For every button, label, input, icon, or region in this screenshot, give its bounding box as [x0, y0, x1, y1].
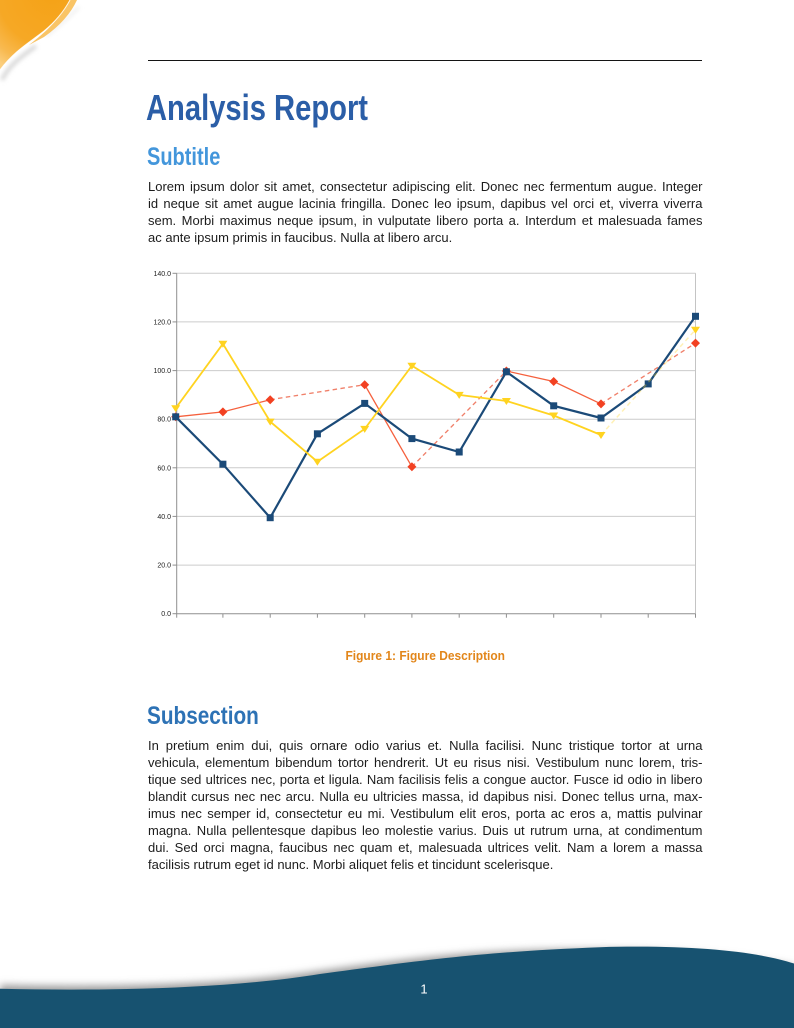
svg-text:40.0: 40.0 — [157, 514, 171, 521]
svg-text:100.0: 100.0 — [153, 368, 171, 375]
svg-text:0.0: 0.0 — [161, 611, 171, 618]
svg-text:140.0: 140.0 — [153, 271, 171, 278]
svg-text:20.0: 20.0 — [157, 563, 171, 570]
svg-text:80.0: 80.0 — [157, 417, 171, 424]
svg-text:1: 1 — [420, 982, 427, 997]
svg-text:120.0: 120.0 — [153, 319, 171, 326]
svg-text:60.0: 60.0 — [157, 465, 171, 472]
